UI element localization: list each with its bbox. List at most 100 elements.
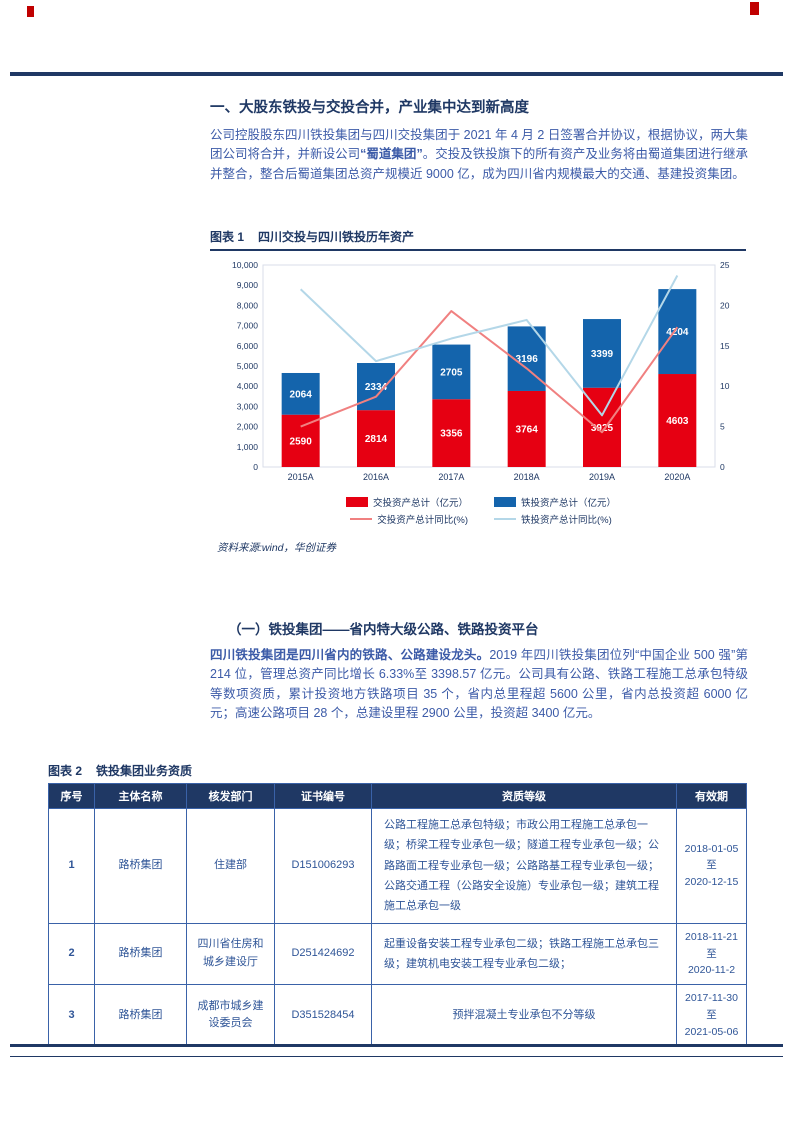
section1-heading: 一、大股东铁投与交投合并，产业集中达到新高度	[210, 100, 529, 116]
cell-entity: 路桥集团	[94, 922, 187, 986]
svg-text:2064: 2064	[290, 389, 313, 400]
svg-text:2017A: 2017A	[438, 472, 464, 482]
figure1-source: 资料来源:wind，华创证券	[217, 542, 337, 554]
legend-label: 交投资产总计同比(%)	[377, 515, 468, 526]
para2-rest: 2019 年四川铁投集团位列“中国企业 500 强”第 214 位，管理总资产同…	[210, 648, 748, 721]
svg-text:5,000: 5,000	[237, 361, 259, 371]
legend-item-line: 铁投资产总计同比(%)	[494, 512, 612, 526]
svg-text:0: 0	[253, 462, 258, 472]
table-header-row: 序号 主体名称 核发部门 证书编号 资质等级 有效期	[48, 783, 747, 809]
legend-label: 铁投资产总计同比(%)	[521, 515, 612, 526]
figure2-caption-title: 铁投集团业务资质	[96, 764, 193, 778]
svg-text:10,000: 10,000	[232, 260, 258, 270]
svg-text:2334: 2334	[365, 382, 388, 393]
cell-qualifications: 起重设备安装工程专业承包二级；铁路工程施工总承包三级；建筑机电安装工程专业承包二…	[371, 922, 677, 986]
figure1-caption-label: 图表 1	[210, 230, 245, 244]
table-header-cell-5: 有效期	[676, 783, 747, 809]
table-row: 3 路桥集团 成都市城乡建设委员会 D351528454 预拌混凝土专业承包不分等级 20…	[48, 984, 747, 1047]
svg-text:3925: 3925	[591, 423, 614, 434]
qualification-table: 序号 主体名称 核发部门 证书编号 资质等级 有效期 1 路桥集团 住建部 D151006293…	[48, 783, 747, 1047]
svg-text:8,000: 8,000	[237, 300, 259, 310]
header-mark-left	[27, 6, 34, 17]
table-header-cell-4: 资质等级	[371, 783, 677, 809]
cell-issuer: 成都市城乡建设委员会	[186, 984, 275, 1047]
cell-issuer: 住建部	[186, 808, 275, 924]
svg-text:3196: 3196	[516, 354, 539, 365]
svg-text:2018A: 2018A	[514, 472, 540, 482]
figure2-caption-label: 图表 2	[48, 764, 83, 778]
legend-swatch-line	[350, 517, 373, 521]
cell-entity: 路桥集团	[94, 984, 187, 1047]
section2-paragraph: 四川铁投集团是四川省内的铁路、公路建设龙头。2019 年四川铁投集团位列“中国企…	[210, 646, 748, 724]
svg-text:2,000: 2,000	[237, 422, 259, 432]
asset-chart: 0 1,000 2,000 3,000 4,000 5,000 6,000 7,000 8,00…	[217, 257, 745, 526]
header-mark-right	[750, 2, 759, 15]
svg-text:20: 20	[720, 300, 730, 310]
cell-qualifications: 公路工程施工总承包特级；市政公用工程施工总承包一级；桥梁工程专业承包一级；隧道工…	[371, 808, 677, 924]
cell-no: 2	[48, 922, 95, 986]
legend-label: 铁投资产总计（亿元）	[521, 498, 617, 509]
para2-bold: 四川铁投集团是四川省内的铁路、公路建设龙头。	[210, 648, 490, 662]
cell-validity: 2018-01-05 至 2020-12-15	[676, 808, 747, 924]
svg-text:0: 0	[720, 462, 725, 472]
table-header-cell-0: 序号	[48, 783, 95, 809]
cell-entity: 路桥集团	[94, 808, 187, 924]
para1-bold: “蜀道集团”	[360, 147, 423, 162]
svg-text:25: 25	[720, 260, 730, 270]
svg-text:3399: 3399	[591, 349, 614, 360]
svg-text:5: 5	[720, 422, 725, 432]
svg-text:4603: 4603	[666, 416, 689, 427]
section2-heading: （一）铁投集团——省内特大级公路、铁路投资平台	[228, 622, 539, 637]
svg-text:2015A: 2015A	[288, 472, 314, 482]
svg-text:15: 15	[720, 341, 730, 351]
table-header-cell-1: 主体名称	[94, 783, 187, 809]
top-rule	[10, 72, 783, 76]
svg-text:2019A: 2019A	[589, 472, 615, 482]
cell-validity: 2017-11-30 至 2021-05-06	[676, 984, 747, 1047]
svg-text:2814: 2814	[365, 434, 388, 445]
asset-chart-svg: 0 1,000 2,000 3,000 4,000 5,000 6,000 7,000 8,00…	[232, 260, 730, 482]
table-header-cell-2: 核发部门	[186, 783, 275, 809]
legend-swatch-bar	[494, 497, 516, 507]
cell-cert: D351528454	[274, 984, 372, 1047]
cell-cert: D151006293	[274, 808, 372, 924]
cell-qualifications: 预拌混凝土专业承包不分等级	[371, 984, 677, 1047]
svg-text:1,000: 1,000	[237, 442, 259, 452]
svg-text:6,000: 6,000	[237, 341, 259, 351]
legend-swatch-line	[494, 517, 516, 521]
svg-text:3764: 3764	[516, 424, 539, 435]
svg-text:3,000: 3,000	[237, 401, 259, 411]
svg-text:4204: 4204	[666, 327, 689, 338]
section1-paragraph: 公司控股股东四川铁投集团与四川交投集团于 2021 年 4 月 2 日签署合并协…	[210, 126, 748, 184]
svg-text:2020A: 2020A	[664, 472, 690, 482]
table-row: 1 路桥集团 住建部 D151006293 公路工程施工总承包特级；市政公用工程施工总承…	[48, 808, 747, 924]
legend-item-line: 交投资产总计同比(%)	[350, 512, 468, 526]
cell-no: 3	[48, 984, 95, 1047]
legend-item-bar: 铁投资产总计（亿元）	[494, 495, 616, 509]
svg-text:7,000: 7,000	[237, 321, 259, 331]
cell-no: 1	[48, 808, 95, 924]
svg-text:2705: 2705	[440, 367, 463, 378]
cell-cert: D251424692	[274, 922, 372, 986]
para1-seg2: 。交投及铁投旗下的所有资产及业务将由蜀道集团进行继承并整合，整合后蜀道集团总资产…	[210, 147, 748, 181]
figure2-caption: 图表 2 铁投集团业务资质	[48, 762, 746, 785]
cell-validity: 2018-11-21 至 2020-11-2	[676, 922, 747, 986]
cell-issuer: 四川省住房和城乡建设厅	[186, 922, 275, 986]
svg-text:9,000: 9,000	[237, 280, 259, 290]
bottom-rule-thin	[10, 1056, 783, 1057]
chart-legend-lines: 交投资产总计同比(%) 铁投资产总计同比(%)	[217, 512, 745, 526]
svg-text:2590: 2590	[290, 436, 313, 447]
svg-text:10: 10	[720, 381, 730, 391]
svg-text:3356: 3356	[440, 429, 463, 440]
chart-legend-bars: 交投资产总计（亿元） 铁投资产总计（亿元）	[217, 495, 745, 509]
legend-swatch-bar	[345, 497, 368, 507]
table-body: 1 路桥集团 住建部 D151006293 公路工程施工总承包特级；市政公用工程施工总承…	[48, 808, 747, 1047]
figure1-caption: 图表 1 四川交投与四川铁投历年资产	[210, 228, 746, 251]
table-header-cell-3: 证书编号	[274, 783, 372, 809]
figure1-caption-title: 四川交投与四川铁投历年资产	[258, 230, 415, 244]
legend-label: 交投资产总计（亿元）	[372, 498, 468, 509]
svg-text:4,000: 4,000	[237, 381, 259, 391]
legend-item-bar: 交投资产总计（亿元）	[345, 495, 468, 509]
table-row: 2 路桥集团 四川省住房和城乡建设厅 D251424692 起重设备安装工程专业承包二级…	[48, 922, 747, 986]
